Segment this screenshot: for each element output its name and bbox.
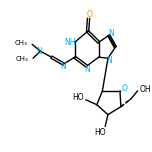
Text: N: N bbox=[106, 56, 112, 65]
Text: OH: OH bbox=[139, 85, 151, 94]
Text: N: N bbox=[37, 47, 42, 56]
Text: HO: HO bbox=[95, 128, 106, 137]
Text: N: N bbox=[60, 62, 66, 71]
Text: CH₃: CH₃ bbox=[15, 40, 28, 46]
Text: HO: HO bbox=[73, 93, 84, 102]
Text: N: N bbox=[108, 29, 114, 38]
Text: N: N bbox=[84, 65, 90, 74]
Text: O: O bbox=[122, 84, 128, 93]
Text: CH₃: CH₃ bbox=[16, 56, 28, 62]
Text: O: O bbox=[86, 10, 92, 19]
Text: NH: NH bbox=[64, 38, 76, 47]
